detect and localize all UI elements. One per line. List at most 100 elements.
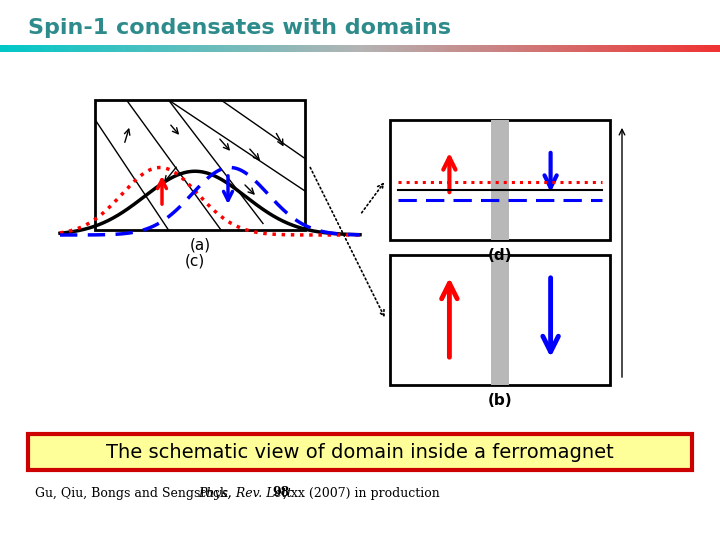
Bar	[603, 45, 604, 52]
Bar	[492, 45, 493, 52]
Bar	[361, 45, 362, 52]
Bar	[195, 45, 196, 52]
Bar	[59, 45, 60, 52]
Bar	[282, 45, 283, 52]
Bar	[174, 45, 175, 52]
Bar	[547, 45, 548, 52]
Bar	[307, 45, 308, 52]
Bar	[56, 45, 57, 52]
Bar	[186, 45, 187, 52]
Bar	[687, 45, 688, 52]
Bar	[486, 45, 487, 52]
Bar	[644, 45, 645, 52]
Bar	[378, 45, 379, 52]
Bar	[357, 45, 358, 52]
Bar	[458, 45, 459, 52]
Bar	[91, 45, 92, 52]
Bar	[672, 45, 673, 52]
Bar	[251, 45, 252, 52]
Bar	[326, 45, 327, 52]
Bar	[213, 45, 214, 52]
Bar	[418, 45, 419, 52]
Bar	[372, 45, 373, 52]
Bar	[405, 45, 406, 52]
Bar	[514, 45, 515, 52]
Bar	[410, 45, 411, 52]
Bar	[663, 45, 664, 52]
Bar	[291, 45, 292, 52]
Bar	[359, 45, 360, 52]
Bar	[4, 45, 5, 52]
Bar	[412, 45, 413, 52]
Bar	[344, 45, 345, 52]
Bar	[146, 45, 147, 52]
Bar	[69, 45, 70, 52]
Bar	[390, 45, 391, 52]
Bar	[548, 45, 549, 52]
Bar	[622, 45, 623, 52]
Bar	[263, 45, 264, 52]
Bar	[276, 45, 277, 52]
Bar	[97, 45, 98, 52]
Bar	[465, 45, 466, 52]
Bar	[478, 45, 479, 52]
Bar	[68, 45, 69, 52]
Bar	[354, 45, 355, 52]
Bar	[594, 45, 595, 52]
Bar	[448, 45, 449, 52]
Bar	[515, 45, 516, 52]
Bar	[692, 45, 693, 52]
Bar	[322, 45, 323, 52]
Bar	[223, 45, 224, 52]
Bar	[252, 45, 253, 52]
Bar	[553, 45, 554, 52]
Bar	[163, 45, 164, 52]
Bar	[574, 45, 575, 52]
Bar	[369, 45, 370, 52]
Bar	[488, 45, 489, 52]
Bar	[456, 45, 457, 52]
Bar	[159, 45, 160, 52]
Bar	[445, 45, 446, 52]
Bar	[285, 45, 286, 52]
Bar	[528, 45, 529, 52]
Bar	[248, 45, 249, 52]
Bar	[599, 45, 600, 52]
Bar	[46, 45, 47, 52]
Bar	[636, 45, 637, 52]
Bar	[660, 45, 661, 52]
Bar	[552, 45, 553, 52]
Bar	[234, 45, 235, 52]
Bar	[555, 45, 556, 52]
Bar	[471, 45, 472, 52]
Bar	[429, 45, 430, 52]
Bar	[257, 45, 258, 52]
Bar	[290, 45, 291, 52]
Bar	[258, 45, 259, 52]
Bar	[626, 45, 627, 52]
Bar	[138, 45, 139, 52]
Bar	[273, 45, 274, 52]
Bar	[546, 45, 547, 52]
Bar	[400, 45, 401, 52]
Bar	[168, 45, 169, 52]
Bar	[666, 45, 667, 52]
Bar	[155, 45, 156, 52]
Bar	[541, 45, 542, 52]
Bar	[494, 45, 495, 52]
Bar	[358, 45, 359, 52]
Text: (a): (a)	[189, 238, 210, 253]
Bar	[275, 45, 276, 52]
Bar	[124, 45, 125, 52]
Bar	[296, 45, 297, 52]
Bar	[355, 45, 356, 52]
Bar	[301, 45, 302, 52]
Bar	[241, 45, 242, 52]
Bar	[577, 45, 578, 52]
Bar	[327, 45, 328, 52]
Bar	[477, 45, 478, 52]
Bar	[600, 45, 601, 52]
Bar	[601, 45, 602, 52]
Bar	[363, 45, 364, 52]
Bar	[657, 45, 658, 52]
